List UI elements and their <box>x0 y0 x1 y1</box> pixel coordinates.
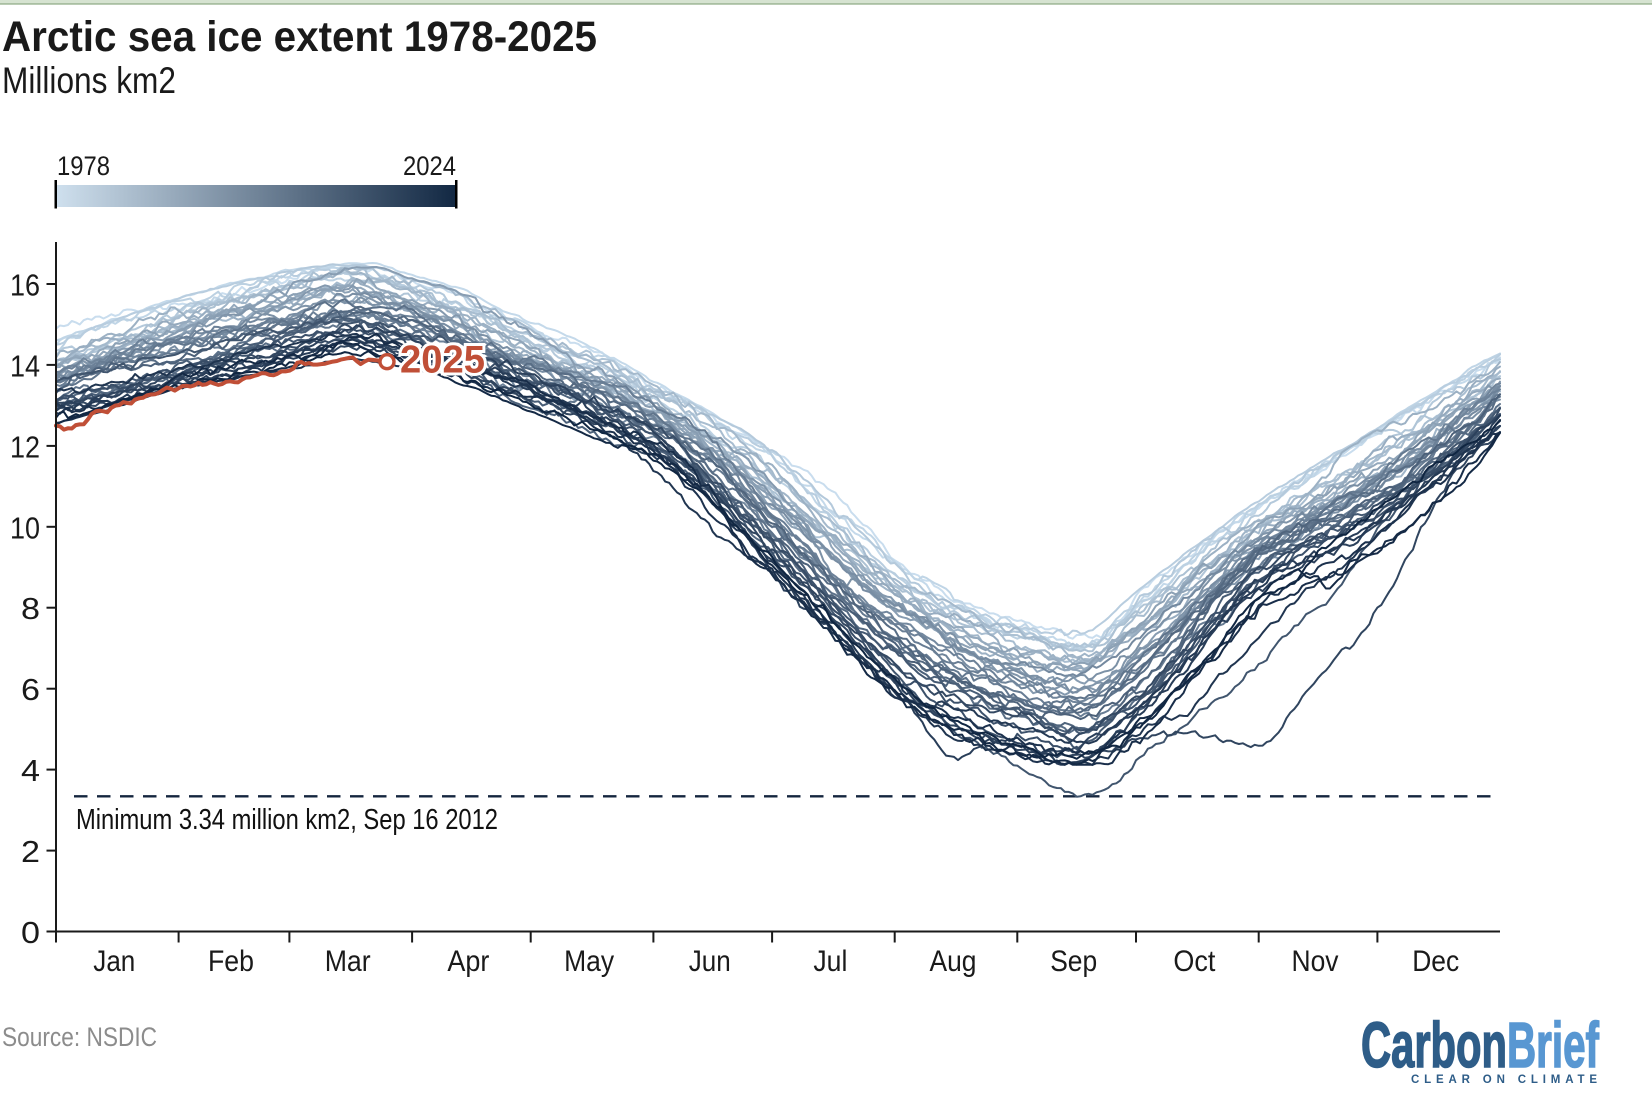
svg-text:Oct: Oct <box>1173 945 1216 978</box>
svg-text:6: 6 <box>21 672 40 707</box>
svg-text:Sep: Sep <box>1050 945 1097 978</box>
svg-text:Millions km2: Millions km2 <box>2 60 176 101</box>
svg-text:Dec: Dec <box>1412 945 1459 978</box>
svg-text:0: 0 <box>21 915 40 950</box>
svg-text:Jun: Jun <box>689 945 731 978</box>
svg-text:Source: NSDIC: Source: NSDIC <box>2 1022 157 1052</box>
svg-text:10: 10 <box>10 510 40 545</box>
svg-text:Brief: Brief <box>1507 1009 1599 1081</box>
svg-text:Jan: Jan <box>93 945 135 978</box>
svg-text:12: 12 <box>10 429 40 464</box>
svg-text:Minimum 3.34 million km2, Sep: Minimum 3.34 million km2, Sep 16 2012 <box>76 804 498 836</box>
svg-text:4: 4 <box>21 753 40 788</box>
svg-text:Mar: Mar <box>325 945 371 978</box>
svg-text:2025: 2025 <box>400 339 485 382</box>
svg-text:2024: 2024 <box>403 151 456 181</box>
svg-text:14: 14 <box>10 348 40 383</box>
svg-text:2: 2 <box>21 834 40 869</box>
svg-text:Carbon: Carbon <box>1361 1009 1507 1081</box>
svg-text:16: 16 <box>10 268 40 303</box>
svg-text:Nov: Nov <box>1292 945 1339 978</box>
svg-text:8: 8 <box>21 591 40 626</box>
svg-text:Feb: Feb <box>208 945 254 978</box>
svg-text:Arctic sea ice extent 1978-202: Arctic sea ice extent 1978-2025 <box>2 13 597 61</box>
svg-text:1978: 1978 <box>57 151 110 181</box>
svg-text:Jul: Jul <box>813 945 847 978</box>
svg-text:CLEAR ON CLIMATE: CLEAR ON CLIMATE <box>1411 1074 1597 1086</box>
svg-text:Aug: Aug <box>930 945 977 978</box>
svg-text:May: May <box>564 945 614 978</box>
svg-text:Apr: Apr <box>447 945 489 978</box>
